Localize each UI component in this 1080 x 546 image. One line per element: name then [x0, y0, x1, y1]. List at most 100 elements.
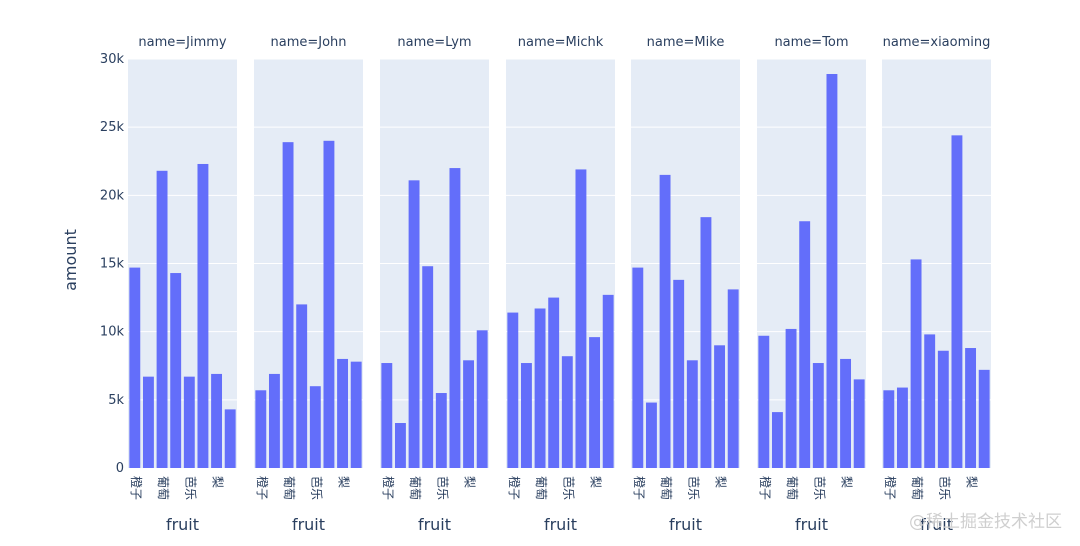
bar — [507, 312, 519, 468]
bar — [534, 308, 546, 468]
bar — [381, 363, 393, 468]
x-tick-label: 橙子 — [255, 476, 270, 500]
y-tick-label: 10k — [100, 325, 125, 340]
bar — [282, 142, 294, 468]
facet-title: name=Mike — [647, 35, 725, 50]
bar — [142, 376, 154, 468]
x-tick-label: 芭乐 — [435, 476, 449, 500]
bar — [896, 387, 908, 468]
x-axis-label: fruit — [544, 515, 577, 534]
facet-title: name=Jimmy — [138, 35, 227, 50]
facet-title: name=John — [270, 35, 346, 50]
bar — [924, 334, 936, 468]
bar — [520, 363, 532, 468]
bar — [129, 267, 141, 468]
bar — [771, 412, 783, 468]
x-axis-label: fruit — [669, 515, 702, 534]
bar — [826, 73, 838, 468]
bar — [965, 348, 977, 468]
x-tick-label: 梨 — [337, 476, 351, 488]
bar — [170, 273, 182, 468]
x-tick-label: 橙子 — [381, 476, 396, 500]
y-tick-label: 5k — [108, 393, 124, 408]
x-axis-label: fruit — [292, 515, 325, 534]
bar — [548, 297, 560, 468]
x-tick-label: 芭乐 — [686, 476, 700, 500]
bar — [758, 335, 770, 468]
bar — [700, 217, 712, 468]
bar — [602, 294, 614, 468]
x-tick-label: 梨 — [211, 476, 225, 488]
x-tick-label: 芭乐 — [183, 476, 197, 500]
x-tick-label: 橙子 — [883, 476, 898, 500]
bar — [978, 369, 990, 468]
y-tick-label: 0 — [116, 461, 124, 476]
y-axis-label: amount — [61, 229, 80, 291]
bar — [840, 358, 852, 468]
x-tick-label: 葡萄 — [659, 476, 673, 500]
bar — [812, 363, 824, 468]
bar — [727, 289, 739, 468]
x-tick-label: 梨 — [589, 476, 603, 488]
x-tick-label: 芭乐 — [561, 476, 575, 500]
x-tick-label: 梨 — [714, 476, 728, 488]
x-tick-label: 葡萄 — [534, 476, 548, 500]
bar — [422, 266, 434, 468]
x-axis-label: fruit — [795, 515, 828, 534]
facet-title: name=xiaoming — [883, 35, 991, 50]
x-tick-label: 橙子 — [507, 476, 522, 500]
bar — [183, 376, 195, 468]
facet-title: name=Michk — [518, 35, 604, 50]
x-axis-label: fruit — [920, 515, 953, 534]
x-tick-label: 橙子 — [758, 476, 773, 500]
x-tick-label: 葡萄 — [910, 476, 924, 500]
y-tick-label: 15k — [100, 257, 125, 272]
bar — [561, 356, 573, 468]
bar — [659, 174, 671, 468]
y-tick-label: 20k — [100, 188, 125, 203]
y-tick-label: 30k — [100, 52, 125, 67]
bar — [350, 361, 362, 468]
bar — [408, 180, 420, 468]
bar — [197, 163, 209, 468]
bar — [309, 386, 321, 468]
bar — [785, 328, 797, 468]
x-tick-label: 葡萄 — [282, 476, 296, 500]
x-tick-label: 橙子 — [632, 476, 647, 500]
bar — [589, 337, 601, 468]
bar — [337, 358, 349, 468]
bar — [449, 168, 461, 469]
bar — [575, 169, 587, 468]
bar — [435, 393, 447, 468]
x-tick-label: 芭乐 — [812, 476, 826, 500]
x-tick-label: 梨 — [463, 476, 477, 488]
facet-title: name=Tom — [774, 35, 848, 50]
x-tick-label: 葡萄 — [408, 476, 422, 500]
bar — [476, 330, 488, 468]
bar — [463, 360, 475, 468]
bar — [394, 423, 406, 468]
x-tick-label: 梨 — [965, 476, 979, 488]
bar — [714, 345, 726, 468]
bar — [910, 259, 922, 468]
bar — [268, 373, 280, 468]
bar — [883, 390, 895, 468]
bar — [686, 360, 698, 468]
x-tick-label: 梨 — [840, 476, 854, 488]
bar — [224, 409, 236, 468]
bar — [632, 267, 644, 468]
x-tick-label: 芭乐 — [937, 476, 951, 500]
x-tick-label: 葡萄 — [785, 476, 799, 500]
bar — [323, 140, 335, 469]
watermark: @稀土掘金技术社区 — [909, 512, 1062, 532]
bar — [255, 390, 267, 468]
bar — [156, 170, 168, 468]
facet-title: name=Lym — [397, 35, 471, 50]
bar — [937, 350, 949, 468]
x-axis-label: fruit — [418, 515, 451, 534]
bar — [211, 373, 223, 468]
bar — [645, 402, 657, 468]
bar — [799, 221, 811, 468]
x-tick-label: 橙子 — [129, 476, 144, 500]
